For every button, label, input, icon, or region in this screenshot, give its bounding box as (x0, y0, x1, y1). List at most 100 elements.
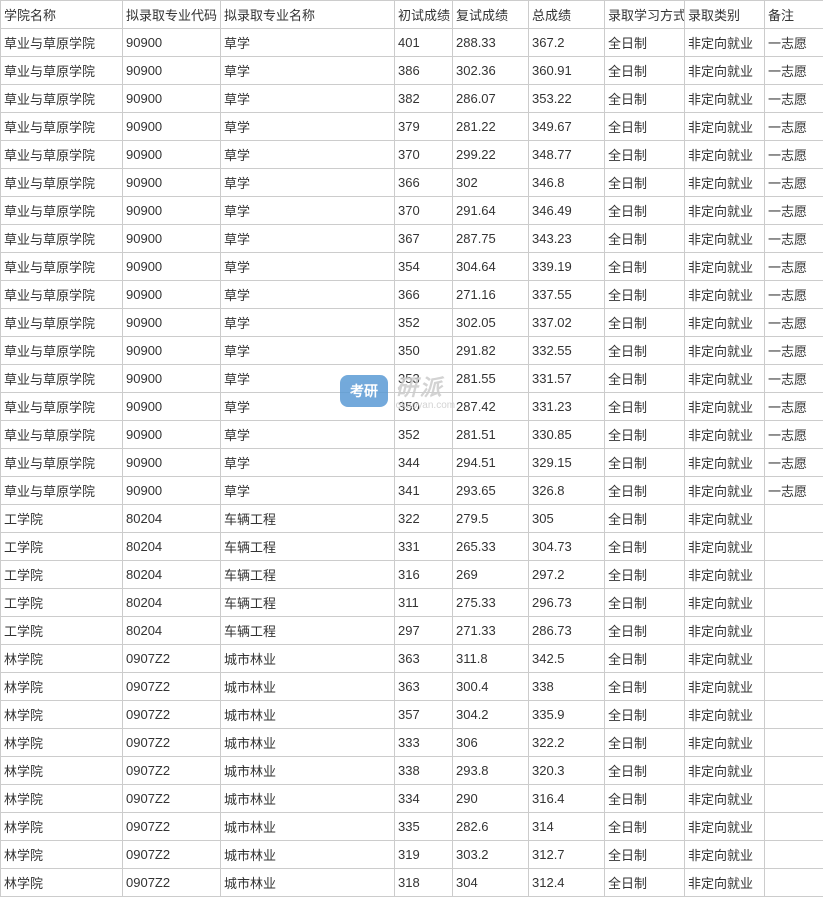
cell-major_code: 90900 (123, 281, 221, 309)
cell-major_code: 80204 (123, 589, 221, 617)
cell-major_code: 90900 (123, 421, 221, 449)
cell-retest_score: 281.51 (453, 421, 529, 449)
cell-retest_score: 300.4 (453, 673, 529, 701)
cell-total_score: 348.77 (529, 141, 605, 169)
cell-major_name: 草学 (221, 141, 395, 169)
cell-major_code: 90900 (123, 197, 221, 225)
cell-retest_score: 304 (453, 869, 529, 897)
cell-admit_type: 非定向就业 (685, 393, 765, 421)
cell-retest_score: 271.33 (453, 617, 529, 645)
cell-study_mode: 全日制 (605, 281, 685, 309)
cell-retest_score: 303.2 (453, 841, 529, 869)
table-row: 草业与草原学院90900草学344294.51329.15全日制非定向就业一志愿 (1, 449, 823, 477)
cell-college: 工学院 (1, 533, 123, 561)
cell-major_name: 草学 (221, 477, 395, 505)
cell-major_code: 90900 (123, 29, 221, 57)
cell-total_score: 314 (529, 813, 605, 841)
cell-college: 草业与草原学院 (1, 141, 123, 169)
cell-major_code: 0907Z2 (123, 813, 221, 841)
cell-major_code: 90900 (123, 337, 221, 365)
cell-remark (765, 841, 823, 869)
cell-remark: 一志愿 (765, 29, 823, 57)
cell-remark: 一志愿 (765, 309, 823, 337)
cell-prelim_score: 331 (395, 533, 453, 561)
cell-remark: 一志愿 (765, 57, 823, 85)
table-row: 草业与草原学院90900草学370291.64346.49全日制非定向就业一志愿 (1, 197, 823, 225)
cell-major_name: 城市林业 (221, 673, 395, 701)
cell-major_name: 车辆工程 (221, 561, 395, 589)
cell-remark (765, 645, 823, 673)
cell-admit_type: 非定向就业 (685, 645, 765, 673)
cell-retest_score: 269 (453, 561, 529, 589)
cell-major_code: 80204 (123, 617, 221, 645)
cell-major_code: 90900 (123, 393, 221, 421)
cell-prelim_score: 354 (395, 253, 453, 281)
cell-remark: 一志愿 (765, 449, 823, 477)
cell-college: 林学院 (1, 701, 123, 729)
table-header-row: 学院名称拟录取专业代码拟录取专业名称初试成绩复试成绩总成绩录取学习方式录取类别备… (1, 1, 823, 29)
cell-prelim_score: 382 (395, 85, 453, 113)
cell-study_mode: 全日制 (605, 673, 685, 701)
cell-major_name: 草学 (221, 113, 395, 141)
cell-major_name: 城市林业 (221, 841, 395, 869)
cell-retest_score: 275.33 (453, 589, 529, 617)
cell-retest_score: 279.5 (453, 505, 529, 533)
cell-retest_score: 281.55 (453, 365, 529, 393)
cell-remark: 一志愿 (765, 113, 823, 141)
cell-major_code: 80204 (123, 561, 221, 589)
cell-college: 草业与草原学院 (1, 281, 123, 309)
cell-total_score: 331.23 (529, 393, 605, 421)
cell-major_code: 90900 (123, 57, 221, 85)
cell-total_score: 304.73 (529, 533, 605, 561)
cell-admit_type: 非定向就业 (685, 505, 765, 533)
cell-retest_score: 287.75 (453, 225, 529, 253)
cell-major_name: 草学 (221, 393, 395, 421)
cell-remark (765, 813, 823, 841)
cell-prelim_score: 311 (395, 589, 453, 617)
cell-college: 林学院 (1, 729, 123, 757)
cell-total_score: 342.5 (529, 645, 605, 673)
cell-admit_type: 非定向就业 (685, 57, 765, 85)
cell-study_mode: 全日制 (605, 869, 685, 897)
cell-major_name: 城市林业 (221, 813, 395, 841)
cell-remark: 一志愿 (765, 253, 823, 281)
cell-admit_type: 非定向就业 (685, 701, 765, 729)
cell-major_code: 90900 (123, 365, 221, 393)
cell-college: 草业与草原学院 (1, 421, 123, 449)
cell-remark: 一志愿 (765, 365, 823, 393)
cell-retest_score: 288.33 (453, 29, 529, 57)
cell-retest_score: 302.05 (453, 309, 529, 337)
cell-remark: 一志愿 (765, 85, 823, 113)
cell-prelim_score: 335 (395, 813, 453, 841)
cell-admit_type: 非定向就业 (685, 477, 765, 505)
cell-remark (765, 729, 823, 757)
table-row: 林学院0907Z2城市林业357304.2335.9全日制非定向就业 (1, 701, 823, 729)
cell-retest_score: 304.64 (453, 253, 529, 281)
cell-remark (765, 617, 823, 645)
table-row: 草业与草原学院90900草学366302346.8全日制非定向就业一志愿 (1, 169, 823, 197)
cell-prelim_score: 297 (395, 617, 453, 645)
cell-major_name: 草学 (221, 281, 395, 309)
cell-college: 工学院 (1, 505, 123, 533)
cell-admit_type: 非定向就业 (685, 785, 765, 813)
cell-major_name: 城市林业 (221, 729, 395, 757)
cell-prelim_score: 370 (395, 141, 453, 169)
cell-major_name: 城市林业 (221, 869, 395, 897)
column-header-major_code: 拟录取专业代码 (123, 1, 221, 29)
cell-major_name: 草学 (221, 225, 395, 253)
cell-college: 林学院 (1, 757, 123, 785)
cell-admit_type: 非定向就业 (685, 757, 765, 785)
table-row: 工学院80204车辆工程322279.5305全日制非定向就业 (1, 505, 823, 533)
cell-major_code: 90900 (123, 85, 221, 113)
cell-major_code: 90900 (123, 309, 221, 337)
table-row: 林学院0907Z2城市林业363300.4338全日制非定向就业 (1, 673, 823, 701)
cell-college: 草业与草原学院 (1, 225, 123, 253)
cell-college: 林学院 (1, 785, 123, 813)
cell-major_name: 草学 (221, 169, 395, 197)
cell-major_code: 0907Z2 (123, 785, 221, 813)
cell-college: 草业与草原学院 (1, 365, 123, 393)
admissions-table: 学院名称拟录取专业代码拟录取专业名称初试成绩复试成绩总成绩录取学习方式录取类别备… (0, 0, 823, 897)
cell-total_score: 338 (529, 673, 605, 701)
cell-study_mode: 全日制 (605, 533, 685, 561)
cell-total_score: 329.15 (529, 449, 605, 477)
